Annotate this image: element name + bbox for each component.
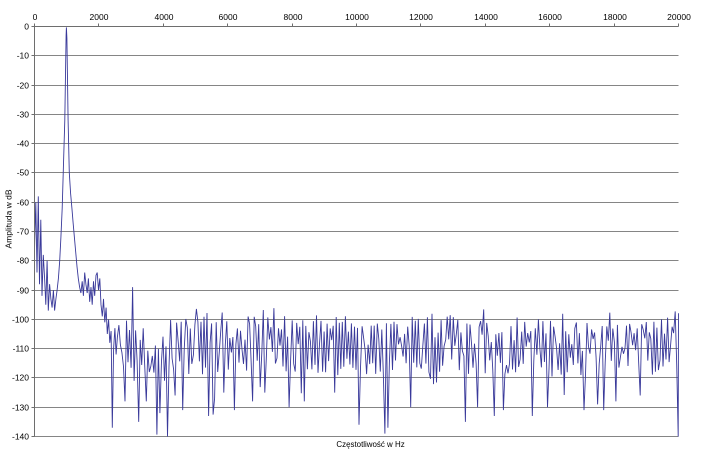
- svg-text:-60: -60: [17, 198, 30, 208]
- svg-text:10000: 10000: [345, 12, 369, 22]
- svg-text:-80: -80: [17, 256, 30, 266]
- svg-text:-70: -70: [17, 227, 30, 237]
- svg-text:16000: 16000: [538, 12, 562, 22]
- svg-text:14000: 14000: [474, 12, 498, 22]
- svg-text:-10: -10: [17, 51, 30, 61]
- svg-text:-120: -120: [12, 373, 29, 383]
- svg-text:0: 0: [33, 12, 38, 22]
- svg-text:6000: 6000: [219, 12, 238, 22]
- svg-text:-50: -50: [17, 168, 30, 178]
- svg-text:20000: 20000: [667, 12, 691, 22]
- svg-text:12000: 12000: [409, 12, 433, 22]
- svg-text:4000: 4000: [155, 12, 174, 22]
- svg-text:-100: -100: [12, 315, 29, 325]
- svg-text:Amplituda w dB: Amplituda w dB: [4, 189, 14, 248]
- svg-text:-130: -130: [12, 403, 29, 413]
- svg-text:-20: -20: [17, 81, 30, 91]
- svg-text:-140: -140: [12, 432, 29, 442]
- svg-text:8000: 8000: [284, 12, 303, 22]
- svg-text:-90: -90: [17, 286, 30, 296]
- svg-text:-30: -30: [17, 110, 30, 120]
- svg-text:-40: -40: [17, 139, 30, 149]
- svg-text:Częstotliwość w Hz: Częstotliwość w Hz: [336, 439, 404, 449]
- svg-text:0: 0: [24, 22, 29, 32]
- svg-text:18000: 18000: [603, 12, 627, 22]
- svg-text:-110: -110: [13, 344, 30, 354]
- svg-text:2000: 2000: [90, 12, 109, 22]
